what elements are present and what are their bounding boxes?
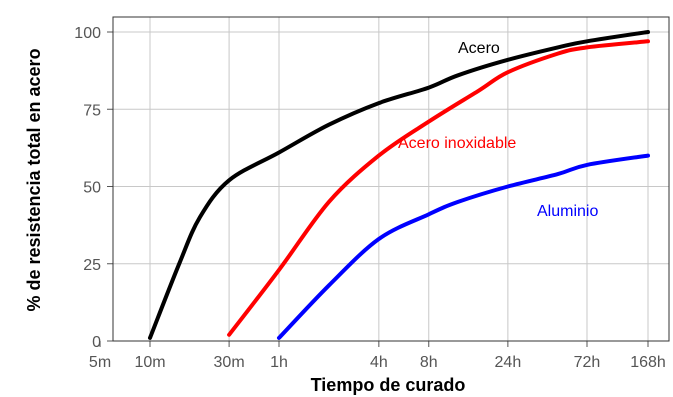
- y-tick-label: 100: [74, 25, 101, 42]
- x-tick-label: 24h: [495, 354, 522, 371]
- series-label: Acero: [458, 40, 500, 57]
- series-label: Aluminio: [537, 203, 598, 220]
- x-tick-label: 5m: [89, 354, 111, 371]
- y-tick-labels: 0 25 50 75 100: [74, 25, 101, 351]
- series-line-acero: [148, 30, 650, 340]
- x-tick-label: 30m: [214, 354, 245, 371]
- grid-layer: [99, 17, 669, 347]
- series-line-acero-inoxidable: [227, 39, 650, 337]
- x-tick-label: 72h: [574, 354, 601, 371]
- series-label: Acero inoxidable: [398, 135, 516, 152]
- x-tick-label: 4h: [370, 354, 388, 371]
- x-tick-label: 10m: [134, 354, 165, 371]
- x-tick-label: 8h: [420, 354, 438, 371]
- x-axis-title: Tiempo de curado: [311, 375, 466, 395]
- series-labels: Acero Acero inoxidable Aluminio: [398, 40, 598, 220]
- y-tick-label: 0: [92, 334, 101, 351]
- plot-frame: [112, 16, 670, 342]
- y-tick-label: 50: [83, 180, 101, 197]
- y-tick-label: 75: [83, 102, 101, 119]
- x-tick-label: 1h: [270, 354, 288, 371]
- y-axis-title: % de resistencia total en acero: [24, 48, 44, 311]
- x-tick-labels: 5m 10m 30m 1h 4h 8h 24h 72h 168h: [89, 354, 666, 371]
- x-tick-label: 168h: [630, 354, 666, 371]
- y-tick-label: 25: [83, 257, 101, 274]
- series-layer: [148, 30, 650, 340]
- series-line-aluminio: [277, 153, 650, 340]
